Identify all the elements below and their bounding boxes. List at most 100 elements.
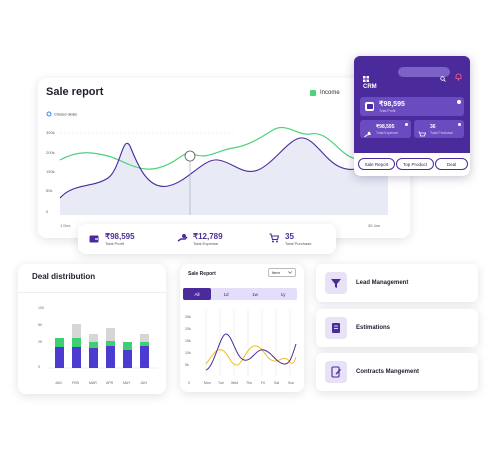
- bar-segment: [123, 350, 132, 368]
- contracts-management-label: Contracts Mangement: [356, 369, 420, 375]
- x-tick: Thu: [246, 381, 252, 385]
- sale-report-chart: Closed deals 300k 200k 150k 50k 0 1 Dec …: [46, 111, 389, 228]
- crm-profit-tile: ₹98,595 Total Profit: [360, 97, 464, 116]
- x-tick: 1 Dec: [60, 223, 70, 228]
- bell-icon[interactable]: [455, 68, 462, 86]
- tab-1w[interactable]: 1w: [252, 291, 258, 297]
- crm-expense-value: ₹98,595: [376, 124, 395, 130]
- bar-segment: [72, 347, 81, 368]
- bar-segment: [89, 342, 98, 348]
- deal-button[interactable]: Deal: [435, 158, 468, 170]
- estimations-label: Estimations: [356, 325, 391, 331]
- bar-segment: [89, 334, 98, 342]
- crm-purchase-label: Total Purchase: [430, 131, 454, 135]
- x-tick: FEB: [72, 381, 79, 385]
- funnel-icon: [325, 272, 347, 294]
- closed-deals-marker: [46, 111, 52, 117]
- crm-card: CRM ₹98,595 Total Profit ₹98,595 Total E…: [354, 56, 470, 176]
- tab-1d[interactable]: 1d: [223, 291, 229, 297]
- y-tick: 0: [38, 365, 40, 369]
- stat-value: ₹12,789: [193, 232, 223, 241]
- sale-report-mini-chart: 25k 20k 15k 10k 5k 0 Mon Tue Wed Thu Fri…: [185, 309, 297, 385]
- sale-report-title: Sale report: [46, 86, 104, 98]
- x-tick: JAN: [55, 381, 62, 385]
- cart-icon: [418, 125, 427, 143]
- sale-report-button[interactable]: Sale Report: [358, 158, 395, 170]
- crm-profit-value: ₹98,595: [379, 101, 405, 108]
- bar-segment: [72, 338, 81, 347]
- y-tick: 25: [38, 340, 42, 344]
- crm-search-input[interactable]: [398, 67, 450, 82]
- series-b-line: [205, 333, 297, 371]
- closed-deals-area: [60, 137, 388, 215]
- info-icon[interactable]: [405, 123, 408, 126]
- lead-management-item[interactable]: Lead Management: [316, 264, 478, 302]
- legend-income-swatch: [310, 90, 316, 96]
- search-icon: [440, 69, 446, 87]
- bar-segment: [140, 342, 149, 346]
- y-tick: 5k: [185, 363, 189, 367]
- crm-purchase-tile: 36 Total Purchase: [414, 120, 464, 138]
- tab-1y[interactable]: 1y: [280, 291, 286, 297]
- x-tick: MAR: [89, 381, 97, 385]
- y-tick: 25k: [185, 315, 191, 319]
- info-icon[interactable]: [457, 100, 461, 104]
- bar-segment: [55, 347, 64, 368]
- item-select[interactable]: Item: [268, 268, 296, 277]
- y-axis-ticks: 300k 200k 150k 50k 0: [46, 130, 55, 214]
- bar-segment: [106, 346, 115, 368]
- divider: [18, 292, 166, 293]
- top-product-button[interactable]: Top Product: [396, 158, 434, 170]
- deal-bars: [55, 324, 149, 368]
- bar-segment: [140, 334, 149, 342]
- x-tick: Sat: [274, 381, 279, 385]
- stat-total-purchase: 35 Total Purchase: [268, 232, 311, 247]
- crm-purchase-value: 36: [430, 124, 436, 130]
- stat-total-profit: ₹98,595 Total Profit: [88, 232, 135, 247]
- chevron-down-icon: [288, 270, 292, 275]
- y-tick: 100: [38, 306, 44, 310]
- x-tick: MAY: [123, 381, 131, 385]
- deal-distribution-card: Deal distribution 100 50 25 0 JAN FEB: [18, 264, 166, 394]
- y-tick: 50k: [46, 188, 52, 193]
- bar-segment: [89, 348, 98, 368]
- range-tabs: All 1d 1w 1y: [183, 288, 297, 300]
- closed-deals-legend: Closed deals: [46, 111, 77, 117]
- contract-icon: [325, 361, 347, 383]
- series-a-line: [205, 345, 297, 366]
- grid-menu-icon[interactable]: [363, 69, 369, 87]
- item-select-value: Item: [272, 270, 280, 275]
- x-tick: Mon: [204, 381, 211, 385]
- x-tick: Sun: [288, 381, 294, 385]
- legend-income-label: Income: [320, 90, 340, 96]
- legend-income[interactable]: Income: [310, 90, 340, 96]
- stat-label: Total Expense: [193, 241, 219, 246]
- hand-money-icon: [176, 232, 188, 244]
- crm-actions: Sale Report Top Product Deal: [354, 153, 470, 176]
- crm-title: CRM: [363, 84, 377, 90]
- y-tick: 0: [188, 381, 190, 385]
- closed-deals-line: [59, 137, 389, 199]
- hand-money-icon: [364, 125, 372, 143]
- cart-icon: [268, 232, 280, 244]
- estimations-item[interactable]: Estimations: [316, 309, 478, 347]
- y-tick: 150k: [46, 169, 55, 174]
- x-tick: Fri: [261, 381, 265, 385]
- deal-distribution-title: Deal distribution: [32, 272, 96, 281]
- estimate-icon: [325, 317, 347, 339]
- y-tick: 15k: [185, 339, 191, 343]
- tab-all[interactable]: All: [183, 288, 211, 300]
- contracts-management-item[interactable]: Contracts Mangement: [316, 353, 478, 391]
- y-tick: 300k: [46, 130, 55, 135]
- y-tick: 20k: [185, 327, 191, 331]
- info-icon[interactable]: [458, 123, 461, 126]
- chart-hover-point[interactable]: [184, 150, 196, 162]
- sale-report-card: Sale report Income Closed deals 300k 200…: [38, 78, 410, 238]
- closed-deals-label: Closed deals: [54, 112, 77, 117]
- deal-distribution-chart: 100 50 25 0 JAN FEB MAR APR MAY: [38, 306, 158, 385]
- bar-segment: [123, 342, 132, 350]
- y-tick: 200k: [46, 150, 55, 155]
- bar-segment: [72, 324, 81, 338]
- stats-row: ₹98,595 Total Profit ₹12,789 Total Expen…: [78, 224, 336, 254]
- sale-report-mini-title: Sale Report: [188, 271, 216, 277]
